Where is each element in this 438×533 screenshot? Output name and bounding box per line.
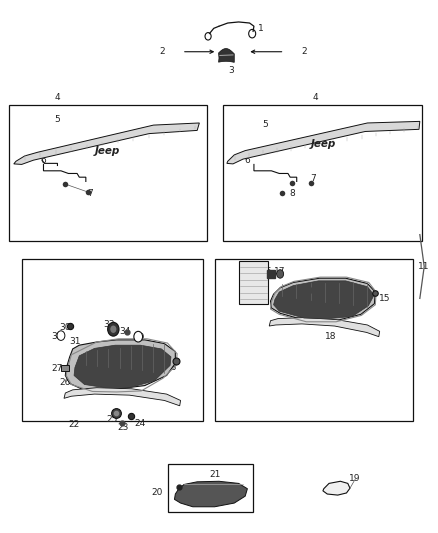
Text: 32: 32: [51, 332, 62, 341]
Circle shape: [110, 326, 117, 333]
Text: 34: 34: [120, 327, 131, 336]
Text: 30: 30: [60, 323, 71, 332]
Polygon shape: [65, 340, 175, 390]
Text: 29: 29: [134, 333, 145, 342]
Circle shape: [134, 332, 143, 342]
Polygon shape: [271, 278, 375, 321]
Bar: [61, 365, 69, 371]
Text: 3: 3: [228, 67, 233, 75]
Text: 18: 18: [325, 332, 336, 341]
Circle shape: [57, 331, 65, 341]
Polygon shape: [274, 281, 374, 319]
Text: 24: 24: [135, 419, 146, 428]
Text: 33: 33: [103, 320, 115, 329]
Text: Jeep: Jeep: [311, 139, 336, 149]
Text: 17: 17: [273, 268, 285, 276]
Text: 6: 6: [244, 156, 250, 165]
Text: 6: 6: [41, 156, 46, 165]
Text: 5: 5: [55, 115, 60, 124]
Text: 5: 5: [262, 119, 268, 128]
Text: 15: 15: [379, 294, 391, 303]
Text: 12: 12: [245, 283, 256, 292]
Text: Jeep: Jeep: [95, 146, 120, 156]
Polygon shape: [14, 123, 199, 165]
Text: 2: 2: [159, 47, 165, 56]
Text: 1: 1: [258, 24, 263, 33]
Text: 23: 23: [117, 423, 129, 432]
Text: 27: 27: [51, 364, 62, 373]
Text: 11: 11: [417, 262, 429, 271]
Text: 2: 2: [301, 47, 307, 56]
Text: 4: 4: [312, 93, 318, 102]
Text: 21: 21: [209, 471, 220, 479]
Text: 8: 8: [290, 189, 295, 198]
Text: 7: 7: [310, 174, 316, 183]
Polygon shape: [219, 49, 234, 62]
Polygon shape: [269, 318, 380, 337]
Text: 26: 26: [60, 378, 71, 387]
Polygon shape: [227, 122, 420, 164]
Bar: [168, 464, 253, 512]
Text: 14: 14: [323, 287, 335, 296]
Text: 25: 25: [106, 415, 118, 424]
Text: 7: 7: [87, 189, 93, 198]
Bar: [223, 106, 422, 241]
Bar: [239, 261, 268, 304]
Text: 4: 4: [55, 93, 60, 102]
Text: 19: 19: [349, 474, 360, 482]
Text: 31: 31: [69, 337, 81, 346]
Bar: [215, 259, 413, 421]
Bar: [21, 259, 203, 421]
Polygon shape: [323, 481, 350, 495]
Text: 16: 16: [261, 268, 273, 276]
Text: 28: 28: [165, 363, 177, 372]
Text: 22: 22: [68, 421, 80, 430]
Bar: [9, 106, 207, 241]
Polygon shape: [64, 387, 180, 406]
Polygon shape: [174, 481, 247, 507]
Circle shape: [277, 270, 284, 278]
Circle shape: [108, 322, 119, 336]
Text: 20: 20: [151, 488, 162, 497]
Text: 13: 13: [300, 287, 312, 296]
Polygon shape: [74, 345, 171, 387]
